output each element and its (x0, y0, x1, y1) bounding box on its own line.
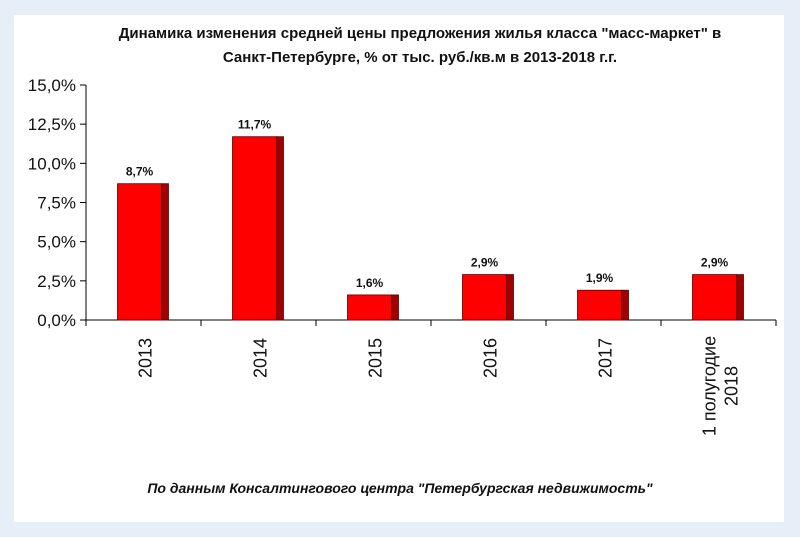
x-tick-label: 2014 (251, 338, 271, 378)
x-tick-label: 2016 (481, 338, 501, 378)
bar-side (276, 136, 284, 321)
bar-side (621, 289, 629, 321)
data-label: 8,7% (126, 165, 154, 179)
bar (462, 274, 507, 321)
x-tick-label-line: 2016 (481, 338, 501, 378)
x-tick-label-line: 2013 (136, 338, 156, 378)
x-tick-label-line: 2015 (366, 338, 386, 378)
x-tick-label: 1 полугодие 2018 (700, 336, 742, 436)
data-label: 2,9% (701, 256, 729, 270)
bar (577, 289, 622, 321)
y-tick-label: 2,5% (37, 272, 76, 291)
x-tick-label-line: 2018 (722, 366, 742, 406)
bar-side (391, 294, 399, 321)
bar (692, 274, 737, 321)
data-label: 2,9% (471, 256, 499, 270)
x-tick-label-line: 1 полугодие (700, 336, 720, 436)
y-tick-label: 0,0% (37, 311, 76, 330)
bar (232, 136, 277, 321)
bar (347, 294, 392, 321)
x-tick-label: 2013 (136, 338, 156, 378)
y-tick-label: 10,0% (28, 154, 76, 173)
bar (117, 183, 162, 321)
data-label: 1,9% (586, 271, 614, 285)
x-tick-label: 2015 (366, 338, 386, 378)
y-tick-label: 5,0% (37, 233, 76, 252)
data-label: 1,6% (356, 276, 384, 290)
source-note: По данным Консалтингового центра "Петерб… (147, 480, 653, 496)
data-label: 11,7% (238, 118, 272, 132)
y-tick-label: 12,5% (28, 115, 76, 134)
bar-side (506, 274, 514, 321)
bar-side (161, 183, 169, 321)
y-tick-label: 15,0% (28, 76, 76, 95)
chart-title: Динамика изменения средней цены предложе… (118, 25, 722, 66)
y-tick-label: 7,5% (37, 194, 76, 213)
x-tick-label-line: 2014 (251, 338, 271, 378)
x-tick-label: 2017 (596, 338, 616, 378)
x-tick-label-line: 2017 (596, 338, 616, 378)
bar-side (736, 274, 744, 321)
